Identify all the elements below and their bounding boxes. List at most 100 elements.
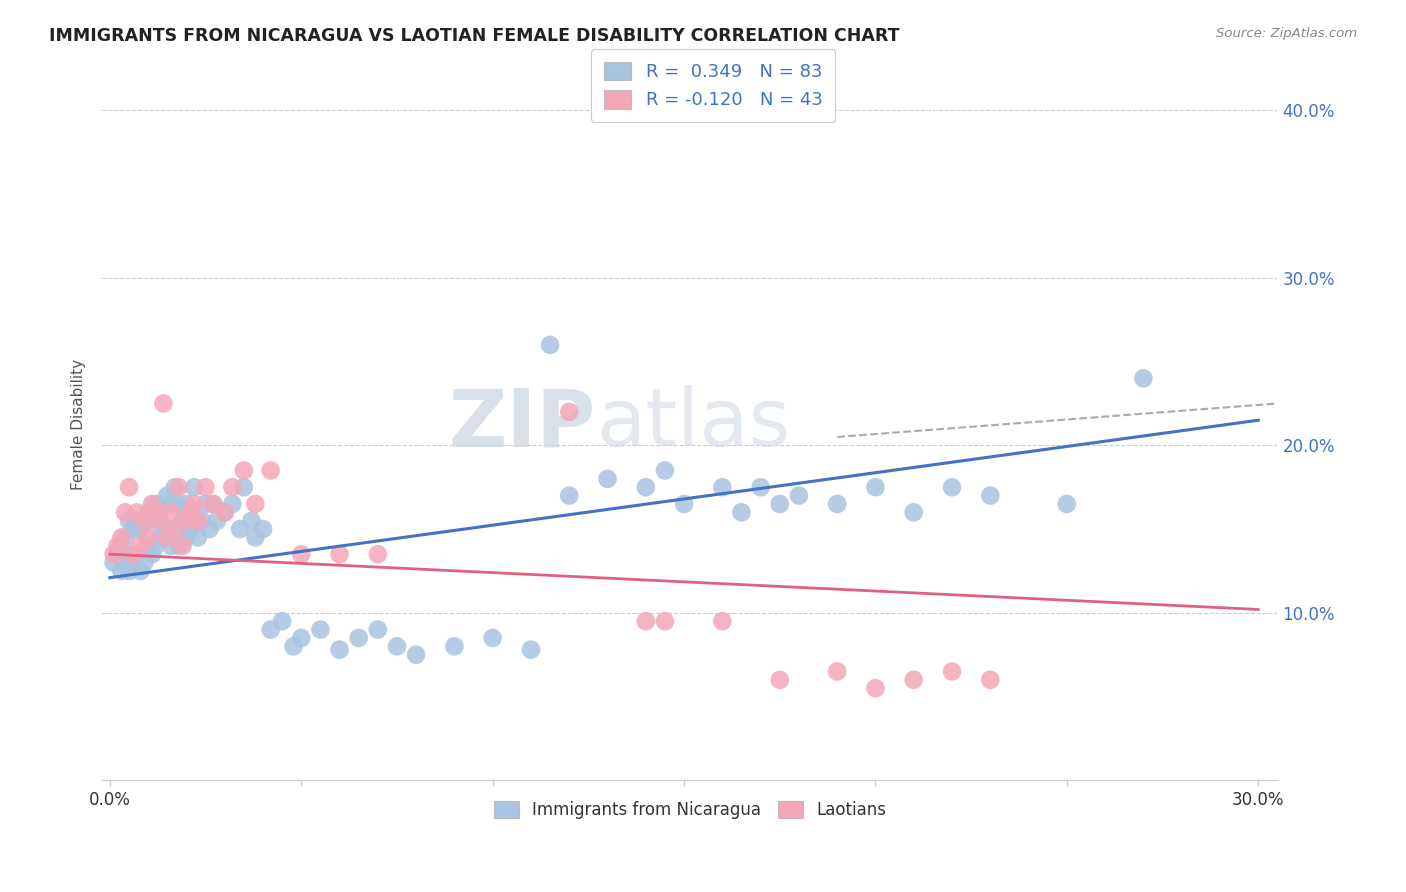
Point [673,497,696,511]
Point [134,514,156,528]
Point [183,480,205,494]
Point [221,480,243,494]
Point [149,531,172,545]
Point [194,497,217,511]
Point [176,497,198,511]
Point [145,497,167,511]
Point [118,564,141,578]
Point [110,564,132,578]
Point [167,539,190,553]
Point [654,463,676,477]
Point [229,522,252,536]
Point [385,640,408,654]
Point [145,505,167,519]
Point [141,497,163,511]
Point [240,514,263,528]
Point [558,489,581,503]
Point [172,539,194,553]
Point [271,614,294,628]
Point [1132,371,1154,385]
Point [221,497,243,511]
Point [183,514,205,528]
Point [103,556,125,570]
Point [205,514,228,528]
Point [160,539,183,553]
Point [118,480,141,494]
Point [596,472,619,486]
Point [730,505,752,519]
Point [125,505,148,519]
Point [190,514,212,528]
Point [202,497,225,511]
Point [129,539,152,553]
Point [979,489,1001,503]
Point [136,505,159,519]
Point [194,480,217,494]
Point [134,514,156,528]
Point [941,480,963,494]
Point [634,614,657,628]
Point [347,631,370,645]
Point [121,522,143,536]
Point [156,522,179,536]
Point [711,614,734,628]
Point [121,547,143,561]
Point [125,547,148,561]
Point [558,405,581,419]
Point [232,463,254,477]
Text: Source: ZipAtlas.com: Source: ZipAtlas.com [1216,27,1357,40]
Point [129,564,152,578]
Point [107,539,129,553]
Point [252,522,274,536]
Point [214,505,236,519]
Point [167,497,190,511]
Point [903,505,925,519]
Point [214,505,236,519]
Point [769,673,792,687]
Point [163,531,186,545]
Point [141,514,163,528]
Point [232,480,254,494]
Point [259,623,281,637]
Y-axis label: Female Disability: Female Disability [72,359,86,490]
Point [290,631,312,645]
Point [979,673,1001,687]
Point [202,497,225,511]
Point [309,623,332,637]
Point [110,539,132,553]
Point [481,631,503,645]
Point [198,522,221,536]
Point [167,480,190,494]
Point [711,480,734,494]
Point [865,480,887,494]
Point [110,531,132,545]
Point [107,547,129,561]
Text: IMMIGRANTS FROM NICARAGUA VS LAOTIAN FEMALE DISABILITY CORRELATION CHART: IMMIGRANTS FROM NICARAGUA VS LAOTIAN FEM… [49,27,900,45]
Point [245,497,267,511]
Point [183,497,205,511]
Point [283,640,305,654]
Point [176,514,198,528]
Text: atlas: atlas [596,385,790,464]
Point [405,648,427,662]
Point [787,489,810,503]
Point [769,497,792,511]
Point [156,489,179,503]
Point [654,614,676,628]
Point [538,338,561,352]
Point [176,531,198,545]
Point [825,497,848,511]
Point [114,556,136,570]
Point [825,665,848,679]
Point [367,547,389,561]
Point [160,497,183,511]
Point [328,642,350,657]
Point [259,463,281,477]
Point [179,505,201,519]
Point [941,665,963,679]
Point [136,531,159,545]
Point [152,396,174,410]
Point [903,673,925,687]
Point [367,623,389,637]
Point [156,531,179,545]
